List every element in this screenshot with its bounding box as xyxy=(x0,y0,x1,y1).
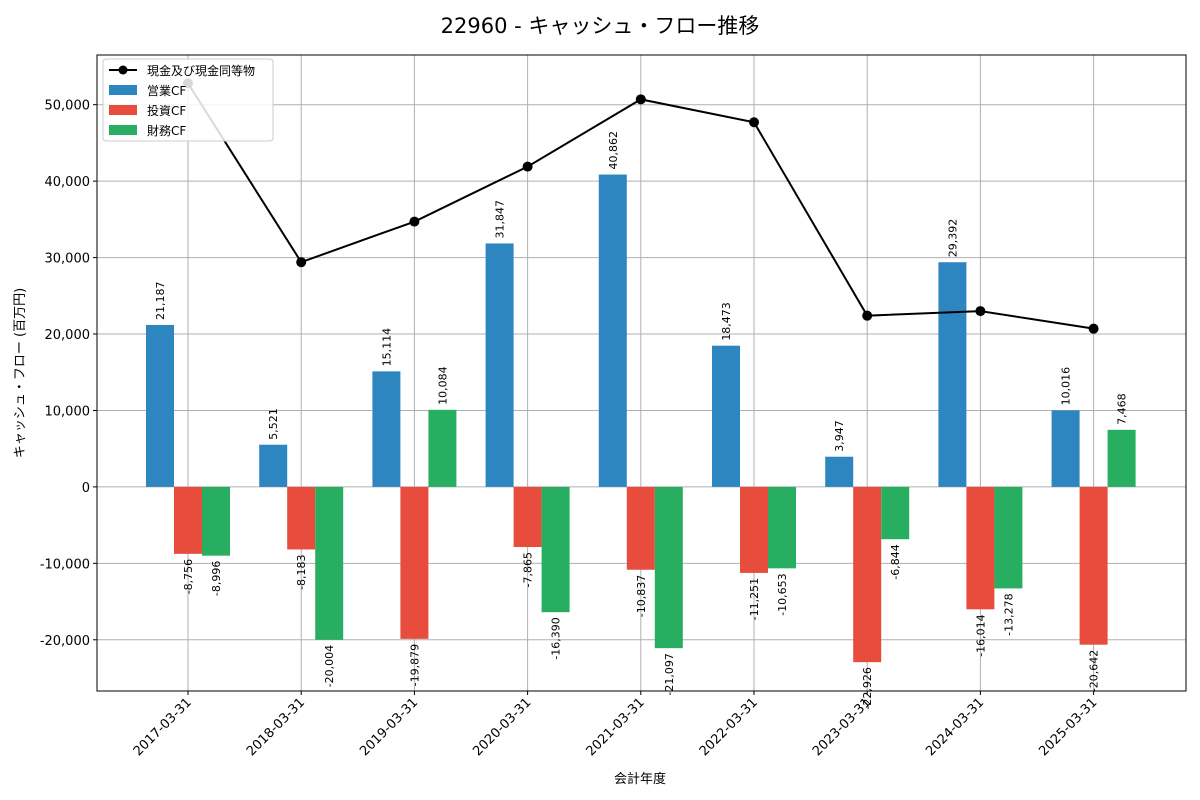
bar-investing xyxy=(966,486,995,610)
data-label: 29,392 xyxy=(946,219,959,258)
bar-operating xyxy=(259,444,288,487)
data-label: -10,837 xyxy=(635,575,648,617)
bar-financing xyxy=(541,486,570,613)
data-label: -19,879 xyxy=(408,644,421,686)
bar-financing xyxy=(881,486,910,540)
bar-operating xyxy=(485,243,514,487)
data-label: -22,926 xyxy=(861,667,874,709)
data-label: -16,014 xyxy=(974,614,987,656)
data-label: 10,084 xyxy=(436,366,449,405)
y-axis-label: キャッシュ・フロー (百万円) xyxy=(13,288,28,458)
bar-operating xyxy=(146,324,174,487)
line-point xyxy=(975,306,986,317)
data-label: 21,187 xyxy=(154,281,167,320)
bar-operating xyxy=(598,174,627,487)
bar-operating xyxy=(938,262,967,487)
data-label: -6,844 xyxy=(889,544,902,579)
data-label: 40,862 xyxy=(607,131,620,170)
data-label: -16,390 xyxy=(550,617,563,659)
line-point xyxy=(862,310,873,321)
bar-financing xyxy=(1107,429,1136,487)
data-label: -20,642 xyxy=(1088,650,1101,692)
line-point xyxy=(296,257,307,268)
data-label: -21,097 xyxy=(663,653,676,695)
line-point xyxy=(409,216,420,227)
data-label: 18,473 xyxy=(720,302,733,341)
y-axis-ticks: -20,000 -10,000 0 10,000 20,000 30,000 40,000 5… xyxy=(40,99,97,649)
data-label: -8,756 xyxy=(182,559,195,594)
bars-group xyxy=(146,174,1136,663)
bar-financing xyxy=(428,409,457,487)
bar-investing xyxy=(1079,486,1108,645)
data-label: -11,251 xyxy=(748,578,761,620)
bar-investing xyxy=(853,486,882,663)
legend-label: 投資CF xyxy=(147,103,186,118)
bar-investing xyxy=(287,486,316,550)
y-tick-label: -20,000 xyxy=(40,634,90,649)
y-tick-label: 40,000 xyxy=(45,175,91,190)
legend-marker xyxy=(118,65,128,75)
bar-financing xyxy=(768,486,796,569)
bar-investing xyxy=(626,486,655,570)
y-tick-label: 10,000 xyxy=(45,404,91,419)
data-label: -8,996 xyxy=(210,561,223,596)
data-label: -8,183 xyxy=(295,554,308,589)
data-labels-group: 21,187 5,521 15,114 31,847 40,862 18,473 3,947… xyxy=(154,131,1129,710)
legend-label: 財務CF xyxy=(147,123,186,138)
legend-bar-swatch xyxy=(109,105,137,115)
y-tick-label: -10,000 xyxy=(40,557,90,572)
bar-investing xyxy=(174,486,202,554)
data-label: 10,016 xyxy=(1060,367,1073,406)
data-label: -20,004 xyxy=(323,645,336,687)
data-label: -7,865 xyxy=(522,552,535,587)
line-point xyxy=(749,117,759,128)
bar-operating xyxy=(372,371,401,487)
line-point xyxy=(1088,323,1099,334)
bar-financing xyxy=(654,486,683,649)
bar-investing xyxy=(740,486,768,573)
data-label: 5,521 xyxy=(267,408,280,440)
legend-label: 現金及び現金同等物 xyxy=(147,63,255,78)
x-axis-label: 会計年度 xyxy=(614,771,666,787)
data-label: 3,947 xyxy=(833,420,846,452)
y-tick-label: 50,000 xyxy=(45,99,91,114)
bar-financing xyxy=(315,486,344,640)
bar-operating xyxy=(1051,410,1080,487)
plot-area-frame xyxy=(96,54,1187,692)
bar-investing xyxy=(513,486,542,548)
bar-operating xyxy=(825,456,854,487)
legend-bar-swatch xyxy=(109,85,137,95)
y-tick-label: 20,000 xyxy=(45,328,91,343)
bar-investing xyxy=(400,486,429,639)
legend-box xyxy=(102,58,274,142)
bar-financing xyxy=(202,486,230,556)
data-label: 15,114 xyxy=(380,328,393,367)
data-label: 7,468 xyxy=(1116,393,1129,425)
y-tick-label: 30,000 xyxy=(45,252,91,267)
y-tick-label: 0 xyxy=(82,481,90,496)
data-label: -13,278 xyxy=(1002,593,1015,635)
legend-label: 営業CF xyxy=(147,84,186,98)
bar-financing xyxy=(994,486,1023,589)
chart-title: 22960 - キャッシュ・フロー推移 xyxy=(441,14,760,38)
data-label: -10,653 xyxy=(776,573,789,615)
line-point xyxy=(522,161,533,172)
legend-bar-swatch xyxy=(109,125,137,135)
data-label: 31,847 xyxy=(494,200,507,239)
bar-operating xyxy=(712,345,740,487)
line-point xyxy=(635,94,646,105)
